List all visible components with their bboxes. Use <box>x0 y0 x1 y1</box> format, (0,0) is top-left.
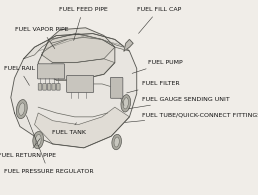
Polygon shape <box>23 34 130 59</box>
Text: FUEL FILL CAP: FUEL FILL CAP <box>137 7 181 33</box>
FancyBboxPatch shape <box>37 64 64 79</box>
Polygon shape <box>11 34 137 148</box>
Polygon shape <box>35 107 130 148</box>
Polygon shape <box>38 28 115 80</box>
Polygon shape <box>42 34 115 63</box>
FancyBboxPatch shape <box>43 84 46 90</box>
Ellipse shape <box>112 134 122 150</box>
Ellipse shape <box>121 95 131 112</box>
Polygon shape <box>124 39 133 51</box>
FancyBboxPatch shape <box>57 84 60 90</box>
Ellipse shape <box>123 98 128 109</box>
Ellipse shape <box>19 103 25 115</box>
Text: FUEL PUMP: FUEL PUMP <box>132 60 182 73</box>
Text: FUEL VAPOR PIPE: FUEL VAPOR PIPE <box>15 27 69 49</box>
FancyBboxPatch shape <box>38 84 42 90</box>
Text: FUEL TUBE/QUICK-CONNECT FITTINGS: FUEL TUBE/QUICK-CONNECT FITTINGS <box>125 113 258 122</box>
Text: FUEL FILTER: FUEL FILTER <box>127 82 180 93</box>
Ellipse shape <box>114 137 119 147</box>
Text: FUEL PRESSURE REGULATOR: FUEL PRESSURE REGULATOR <box>4 116 93 174</box>
Ellipse shape <box>35 135 41 146</box>
Polygon shape <box>42 59 115 80</box>
Text: FUEL GAUGE SENDING UNIT: FUEL GAUGE SENDING UNIT <box>128 97 230 109</box>
Text: FUEL FEED PIPE: FUEL FEED PIPE <box>59 7 107 41</box>
Ellipse shape <box>33 131 44 149</box>
Ellipse shape <box>16 99 27 119</box>
Text: FUEL RAIL: FUEL RAIL <box>4 66 35 85</box>
FancyBboxPatch shape <box>67 75 94 92</box>
Text: FUEL RETURN PIPE: FUEL RETURN PIPE <box>0 138 56 158</box>
FancyBboxPatch shape <box>110 77 123 98</box>
FancyBboxPatch shape <box>52 84 55 90</box>
FancyBboxPatch shape <box>47 84 51 90</box>
Text: FUEL TANK: FUEL TANK <box>52 123 86 135</box>
